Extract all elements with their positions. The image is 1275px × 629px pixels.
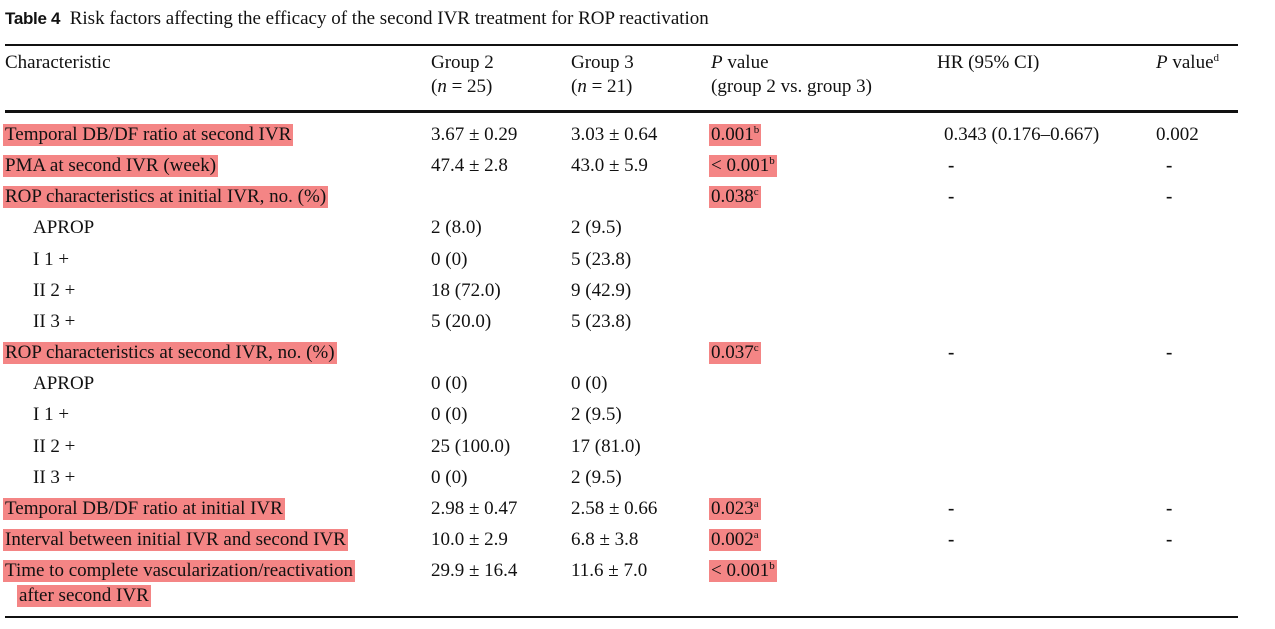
- row-pvalue2: -: [1166, 155, 1173, 176]
- table-caption: Table 4 Risk factors affecting the effic…: [5, 8, 709, 30]
- header-characteristic: Characteristic: [5, 52, 111, 73]
- row-sublabel: II 2 +: [33, 436, 76, 457]
- row-label: ROP characteristics at initial IVR, no. …: [3, 186, 329, 208]
- row-group2: 10.0 ± 2.9: [431, 529, 508, 550]
- row-pvalue: < 0.001b: [709, 560, 777, 582]
- row-sublabel: II 3 +: [33, 467, 76, 488]
- row-group2: 2.98 ± 0.47: [431, 498, 518, 519]
- row-sublabel: APROP: [33, 373, 95, 394]
- row-group3: 2 (9.5): [571, 217, 622, 238]
- row-hr: -: [948, 498, 955, 519]
- row-pvalue: 0.001b: [709, 124, 762, 146]
- header-group2: Group 2: [431, 52, 494, 73]
- header-group2-n: (n = 25): [431, 76, 493, 97]
- row-group2: 3.67 ± 0.29: [431, 124, 518, 145]
- header-group3: Group 3: [571, 52, 634, 73]
- header-pvalue-p: P: [711, 52, 723, 73]
- pvalue-text: 0.002: [711, 529, 754, 550]
- row-group3: 43.0 ± 5.9: [571, 155, 648, 176]
- row-group3: 2.58 ± 0.66: [571, 498, 658, 519]
- row-sublabel: II 2 +: [33, 280, 76, 301]
- row-hr: 0.343 (0.176–0.667): [944, 124, 1100, 145]
- header-pvalue-sub: (group 2 vs. group 3): [711, 76, 872, 97]
- row-group3: 0 (0): [571, 373, 608, 394]
- header-pvalue-label: value: [722, 52, 769, 73]
- row-label: Temporal DB/DF ratio at second IVR: [3, 124, 294, 146]
- row-label: PMA at second IVR (week): [3, 155, 219, 177]
- row-pvalue2: -: [1166, 498, 1173, 519]
- pvalue-text: 0.023: [711, 498, 754, 519]
- row-hr: -: [948, 529, 955, 550]
- header-pvalue2-p: P: [1156, 52, 1168, 73]
- pvalue-footnote: a: [753, 529, 759, 541]
- row-label: Temporal DB/DF ratio at initial IVR: [3, 498, 285, 520]
- header-hr: HR (95% CI): [937, 52, 1040, 73]
- row-pvalue: 0.038c: [709, 186, 761, 208]
- bottom-rule: [5, 616, 1238, 618]
- row-group3: 11.6 ± 7.0: [571, 560, 648, 581]
- pvalue-text: < 0.001: [711, 155, 770, 176]
- pvalue-text: 0.038: [711, 186, 754, 207]
- row-pvalue2: 0.002: [1156, 124, 1199, 145]
- row-label-line2: after second IVR: [17, 585, 151, 607]
- row-group2: 47.4 ± 2.8: [431, 155, 508, 176]
- row-hr: -: [948, 342, 955, 363]
- row-pvalue: 0.037c: [709, 342, 761, 364]
- header-pvalue2-sup: d: [1213, 52, 1220, 64]
- row-label: Time to complete vascularization/reactiv…: [3, 560, 356, 582]
- row-pvalue: 0.002a: [709, 529, 761, 551]
- table-label: Table 4: [5, 9, 61, 28]
- row-group2: 18 (72.0): [431, 280, 501, 301]
- row-pvalue2: -: [1166, 342, 1173, 363]
- row-label: Interval between initial IVR and second …: [3, 529, 348, 551]
- row-group2: 5 (20.0): [431, 311, 492, 332]
- pvalue-footnote: c: [753, 342, 759, 354]
- row-group2: 0 (0): [431, 404, 468, 425]
- row-pvalue2: -: [1166, 529, 1173, 550]
- row-pvalue2: -: [1166, 186, 1173, 207]
- row-sublabel: I 1 +: [33, 249, 70, 270]
- row-group2: 2 (8.0): [431, 217, 482, 238]
- row-label: ROP characteristics at second IVR, no. (…: [3, 342, 337, 364]
- pvalue-footnote: b: [769, 155, 775, 167]
- row-hr: -: [948, 186, 955, 207]
- top-rule: [5, 44, 1238, 46]
- pvalue-text: 0.001: [711, 124, 754, 145]
- pvalue-text: 0.037: [711, 342, 754, 363]
- header-group3-n: (n = 21): [571, 76, 633, 97]
- row-group2: 29.9 ± 16.4: [431, 560, 518, 581]
- row-group2: 25 (100.0): [431, 436, 511, 457]
- header-pvalue: P value: [711, 52, 769, 74]
- pvalue-footnote: b: [769, 560, 775, 572]
- row-sublabel: I 1 +: [33, 404, 70, 425]
- pvalue-text: < 0.001: [711, 560, 770, 581]
- row-group2: 0 (0): [431, 373, 468, 394]
- header-pvalue2-label: value: [1167, 52, 1214, 73]
- row-sublabel: II 3 +: [33, 311, 76, 332]
- row-group3: 6.8 ± 3.8: [571, 529, 639, 550]
- row-group3: 5 (23.8): [571, 249, 632, 270]
- row-group3: 17 (81.0): [571, 436, 641, 457]
- row-group3: 2 (9.5): [571, 404, 622, 425]
- row-group3: 5 (23.8): [571, 311, 632, 332]
- row-pvalue: < 0.001b: [709, 155, 777, 177]
- header-pvalue2: P valued: [1156, 52, 1219, 74]
- pvalue-footnote: c: [753, 186, 759, 198]
- row-group3: 9 (42.9): [571, 280, 632, 301]
- row-pvalue: 0.023a: [709, 498, 761, 520]
- header-rule: [5, 110, 1238, 113]
- row-group2: 0 (0): [431, 249, 468, 270]
- row-hr: -: [948, 155, 955, 176]
- row-group3: 2 (9.5): [571, 467, 622, 488]
- pvalue-footnote: a: [753, 498, 759, 510]
- pvalue-footnote: b: [753, 124, 760, 136]
- table-title: Risk factors affecting the efficacy of t…: [69, 8, 709, 29]
- row-group3: 3.03 ± 0.64: [571, 124, 658, 145]
- row-sublabel: APROP: [33, 217, 95, 238]
- row-group2: 0 (0): [431, 467, 468, 488]
